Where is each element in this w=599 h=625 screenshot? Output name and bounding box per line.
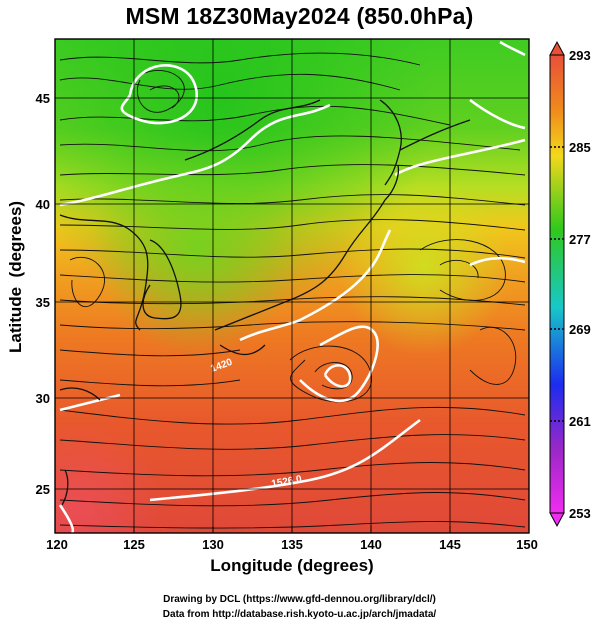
colorbar-label: 285 [569,140,591,155]
lon-ticks [54,526,530,533]
lon-tick-label: 135 [281,537,303,552]
lat-tick-label: 35 [36,295,50,310]
credit-data: Data from http://database.rish.kyoto-u.a… [162,609,437,620]
lat-tick-label: 40 [36,197,50,212]
streamlines [59,52,526,529]
coastlines [59,99,471,506]
colorbar-label: 253 [569,506,591,521]
lat-tick-label: 30 [36,391,50,406]
x-axis-label: Longitude (degrees) [210,556,374,575]
colorbar-label: 293 [569,48,591,63]
colorbar-label: 269 [569,322,591,337]
colorbar-label: 277 [569,232,591,247]
lat-lon-grid [55,39,529,533]
lon-tick-label: 145 [439,537,461,552]
lon-tick-label: 125 [123,537,145,552]
contour-label-1526: 1526.0 [271,474,303,490]
colorbar-label: 261 [569,414,591,429]
colorbar-bottom-arrow [549,512,565,528]
lon-tick-label: 130 [202,537,224,552]
lon-tick-label: 120 [46,537,68,552]
page-title: MSM 18Z30May2024 (850.0hPa) [125,3,474,29]
colorbar-gradient [549,54,565,514]
lat-tick-label: 25 [36,482,50,497]
lon-tick-label: 140 [360,537,382,552]
credit-drawing: Drawing by DCL (https://www.gfd-dennou.o… [163,594,436,605]
contour-lines [58,40,526,533]
colorbar-top-arrow [549,40,565,56]
lon-tick-label: 150 [516,537,538,552]
colorbar: 293 285 277 269 261 253 [549,40,591,528]
temperature-field: 1526.0 1420 [55,39,529,533]
lat-tick-label: 45 [36,91,50,106]
